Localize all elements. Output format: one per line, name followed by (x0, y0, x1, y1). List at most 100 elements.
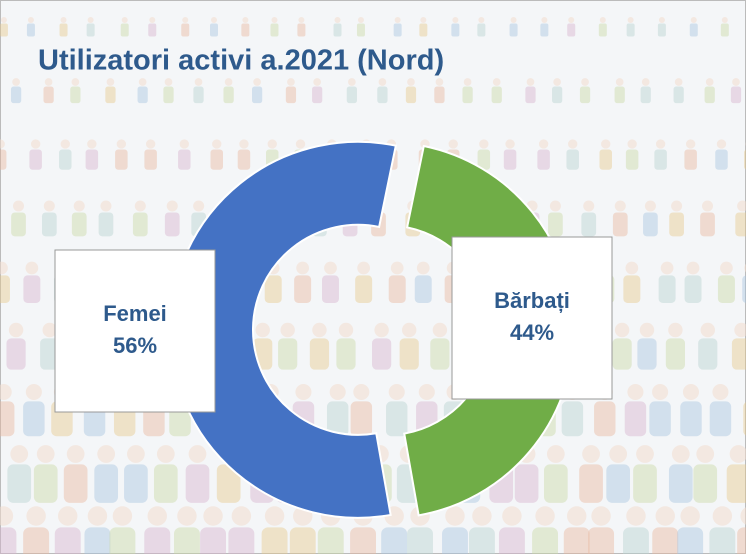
person-body (0, 23, 8, 37)
person-head (43, 200, 55, 212)
person-body (163, 86, 174, 104)
person-head (705, 78, 714, 86)
person-body (54, 527, 81, 554)
person-body (153, 464, 178, 503)
person-body (737, 527, 746, 554)
person-body (419, 23, 428, 37)
person-body (336, 338, 356, 370)
legend-label: Femei (103, 301, 167, 326)
person-body (625, 149, 639, 170)
person-head (112, 506, 133, 526)
person-head (0, 139, 5, 149)
person-head (510, 17, 517, 23)
person-head (97, 445, 116, 463)
label-box (451, 236, 613, 400)
person-body (540, 23, 549, 37)
person-head (253, 78, 261, 86)
person-head (357, 17, 364, 23)
person-body (144, 149, 157, 170)
person-body (148, 23, 157, 37)
person-body (264, 275, 282, 303)
person-body (742, 275, 746, 303)
person-body (285, 86, 297, 104)
legend-label: Bărbați (494, 288, 570, 313)
person-head (179, 139, 189, 149)
person-body (333, 23, 342, 37)
person-body (137, 86, 148, 104)
person-head (127, 445, 145, 463)
person-body (200, 527, 227, 554)
person-head (10, 445, 29, 463)
person-head (194, 78, 203, 86)
person-head (166, 200, 178, 212)
person-head (591, 506, 611, 526)
person-body (567, 23, 576, 37)
person-head (203, 506, 223, 526)
person-head (535, 506, 555, 526)
person-body (11, 212, 26, 237)
person-head (627, 17, 634, 23)
person-head (164, 78, 173, 86)
person-body (477, 149, 491, 170)
person-head (478, 17, 485, 23)
person-head (66, 445, 85, 463)
person-head (338, 322, 354, 338)
person-body (85, 149, 99, 170)
person-head (502, 506, 522, 526)
person-body (216, 464, 241, 503)
person-body (731, 338, 746, 370)
person-body (372, 338, 392, 370)
person-body (98, 212, 114, 237)
person-body (71, 212, 87, 237)
person-head (671, 445, 690, 463)
person-head (156, 445, 175, 463)
person-head (658, 17, 665, 23)
person-head (553, 78, 561, 86)
person-head (212, 139, 222, 149)
person-body (278, 338, 298, 370)
person-body (623, 527, 649, 554)
person-body (566, 149, 579, 170)
person-body (59, 149, 72, 170)
person-body (658, 275, 676, 303)
person-head (60, 139, 70, 149)
person-head (36, 445, 55, 463)
person-body (270, 23, 279, 37)
person-head (394, 17, 401, 23)
person-body (462, 86, 473, 104)
person-head (734, 322, 746, 338)
person-body (434, 86, 445, 104)
person-head (660, 261, 674, 275)
person-body (684, 275, 702, 303)
person-body (356, 23, 365, 37)
person-head (700, 322, 715, 338)
person-head (696, 445, 715, 463)
person-head (712, 383, 729, 401)
person-head (644, 200, 656, 212)
person-body (563, 527, 590, 554)
person-head (271, 17, 278, 23)
person-body (43, 86, 54, 104)
person-head (264, 506, 285, 526)
person-head (737, 200, 746, 212)
person-body (491, 86, 502, 104)
person-head (239, 139, 249, 149)
person-body (673, 86, 684, 104)
person-body (532, 527, 559, 554)
person-head (526, 78, 535, 86)
person-head (479, 139, 489, 149)
person-body (312, 86, 323, 104)
person-head (30, 139, 41, 149)
person-body (209, 23, 218, 37)
person-body (0, 527, 17, 554)
person-body (704, 86, 715, 104)
person-head (690, 17, 697, 23)
person-head (682, 383, 700, 401)
person-body (29, 149, 42, 170)
person-body (86, 23, 95, 37)
person-head (716, 139, 727, 149)
person-head (60, 17, 67, 23)
person-head (357, 261, 371, 275)
person-body (164, 212, 180, 237)
person-body (581, 212, 597, 237)
